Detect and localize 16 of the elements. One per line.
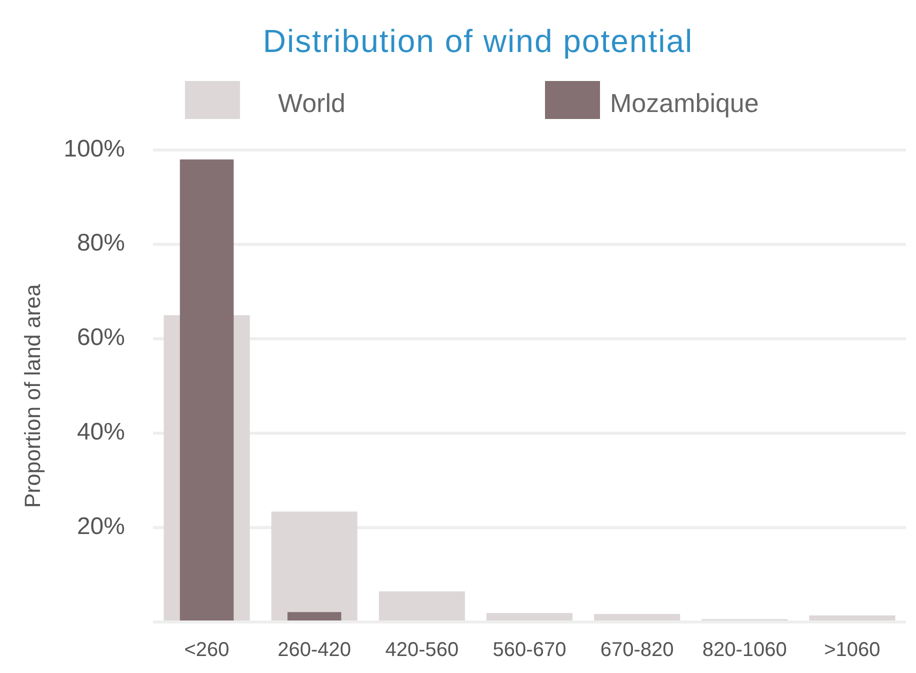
y-tick-label: 80%: [76, 230, 125, 257]
x-tick-label: 420-560: [385, 639, 459, 661]
x-tick-label: 260-420: [278, 639, 352, 661]
chart-title: Distribution of wind potential: [262, 23, 694, 59]
y-tick-label: 40%: [76, 418, 125, 446]
x-tick-label: 560-670: [492, 639, 566, 661]
legend-label: World: [278, 88, 346, 118]
x-tick-label: 670-820: [600, 639, 674, 661]
y-tick-label: 60%: [76, 324, 125, 352]
y-tick-label: 20%: [76, 512, 125, 540]
y-axis-title: Proportion of land area: [20, 283, 45, 508]
y-tick-label: 100%: [64, 135, 125, 162]
x-tick-label: >1060: [824, 639, 880, 661]
x-tick-label: 820-1060: [702, 639, 787, 661]
x-tick-label: <260: [184, 639, 230, 661]
legend-label: Mozambique: [610, 88, 759, 118]
